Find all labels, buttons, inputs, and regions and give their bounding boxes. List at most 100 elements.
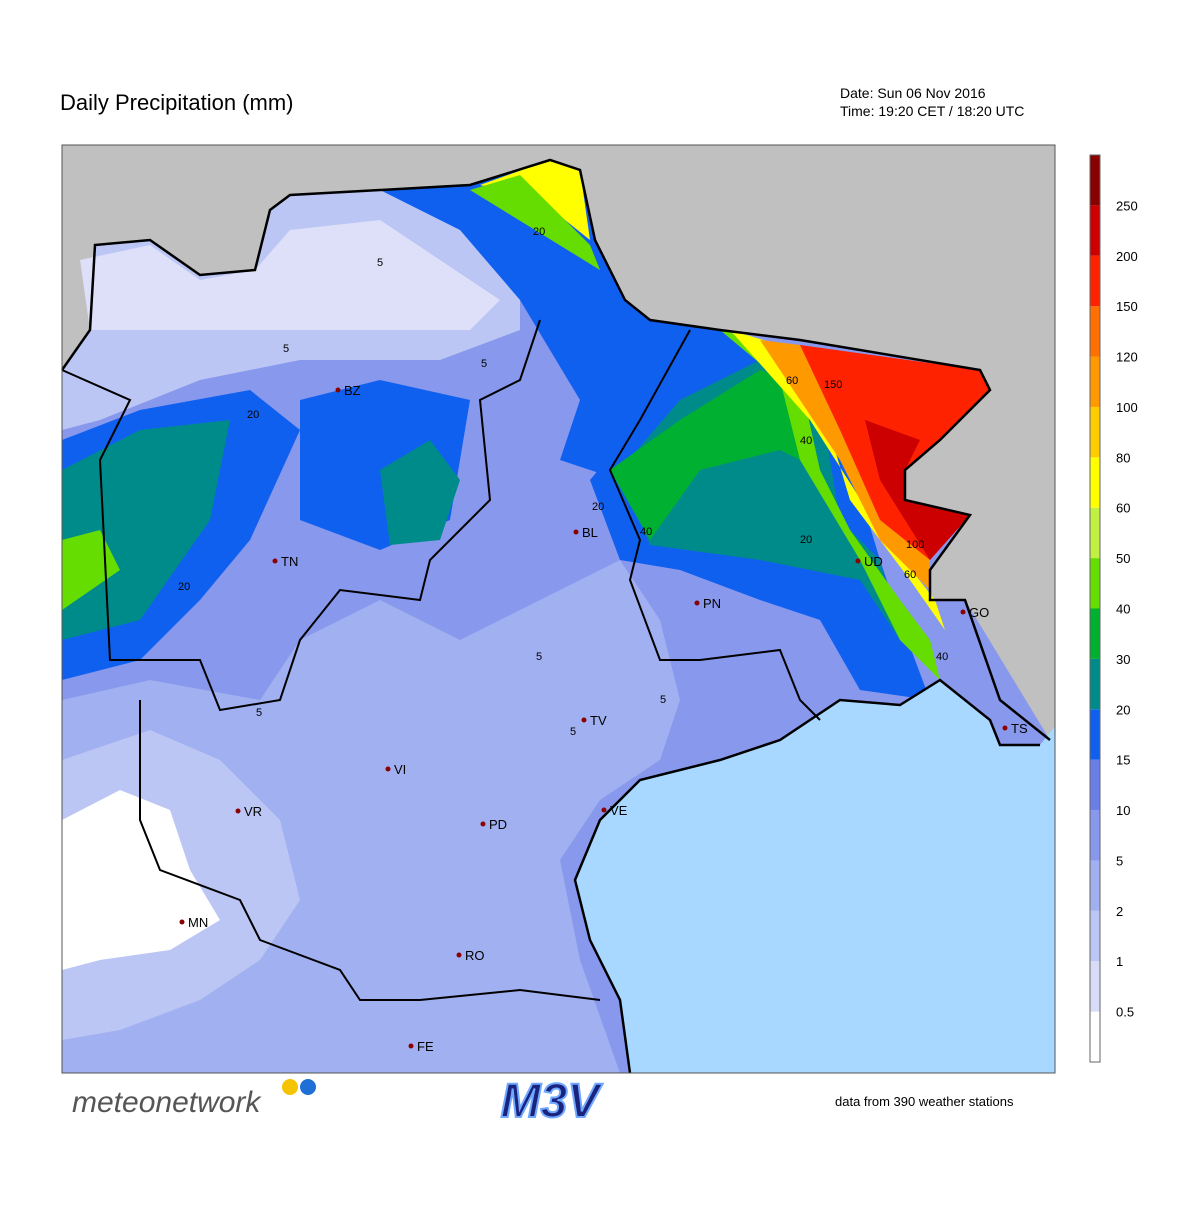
- field-blue-north: [380, 160, 720, 480]
- color-swatch: [1090, 810, 1100, 861]
- field-white: [62, 790, 220, 970]
- city-dot: [694, 600, 700, 606]
- color-swatch: [1090, 910, 1100, 962]
- city-label: BL: [582, 525, 598, 540]
- contour-label: 20: [178, 581, 190, 593]
- contour-label: 5: [570, 726, 576, 738]
- contour-label: 150: [824, 379, 842, 391]
- colorbar-label: 120: [1116, 350, 1138, 365]
- colorbar-label: 2: [1116, 904, 1123, 919]
- city-dot: [573, 529, 579, 535]
- color-swatch: [1090, 356, 1100, 407]
- city-dot: [235, 808, 241, 814]
- region-border: [61, 319, 541, 712]
- map-frame: [61, 144, 1056, 1074]
- color-swatch: [1090, 558, 1100, 609]
- colorbar-frame: [1089, 154, 1101, 1063]
- city-dot: [960, 609, 966, 615]
- city-label: MN: [188, 915, 208, 930]
- logo-dot: [282, 1079, 298, 1095]
- color-swatch: [1090, 255, 1100, 307]
- city-dot: [581, 717, 587, 723]
- field-north-white: [80, 220, 500, 330]
- colorbar-label: 100: [1116, 400, 1138, 415]
- contour-label: 5: [377, 257, 383, 269]
- logo-dot: [300, 1079, 316, 1095]
- field-north-green: [470, 175, 600, 270]
- city-label: TN: [281, 554, 298, 569]
- field-darkred: [865, 420, 970, 560]
- contour-label: 20: [800, 534, 812, 546]
- colorbar-label: 150: [1116, 299, 1138, 314]
- contour-label: 20: [592, 501, 604, 513]
- stations-note: data from 390 weather stations: [835, 1094, 1014, 1109]
- city-dot: [385, 766, 391, 772]
- city-label: GO: [969, 605, 989, 620]
- city-dot: [408, 1043, 414, 1049]
- border: [60, 158, 1051, 741]
- colorbar-label: 30: [1116, 652, 1130, 667]
- color-swatch: [1090, 709, 1100, 760]
- colorbar-label: 0.5: [1116, 1005, 1134, 1020]
- city-label: TV: [590, 713, 607, 728]
- colorbar-label: 5: [1116, 853, 1123, 868]
- field-orange: [760, 340, 930, 590]
- colorbar-label: 200: [1116, 249, 1138, 264]
- city-label: UD: [864, 554, 883, 569]
- contour-label: 5: [283, 343, 289, 355]
- color-swatch: [1090, 658, 1100, 710]
- time: Time: 19:20 CET / 18:20 UTC: [840, 103, 1024, 119]
- city-label: RO: [465, 948, 485, 963]
- brand-logo: meteonetwork: [72, 1086, 262, 1119]
- fields: [62, 160, 1055, 1073]
- city-label: TS: [1011, 721, 1028, 736]
- color-swatch: [1090, 507, 1100, 559]
- color-swatch: [1090, 759, 1100, 811]
- cities: BZ TN BL UD PN GO TS TV VI VR VE PD MN RO FE: [179, 383, 1028, 1054]
- colorbar-label: 10: [1116, 803, 1130, 818]
- city-dot: [1002, 725, 1008, 731]
- contour-label: 60: [904, 569, 916, 581]
- color-swatch: [1090, 608, 1100, 659]
- city-label: VR: [244, 804, 262, 819]
- city-dot: [272, 558, 278, 564]
- date: Date: Sun 06 Nov 2016: [840, 85, 986, 101]
- colorbar-label: 15: [1116, 753, 1130, 768]
- region-border: [608, 329, 821, 721]
- field-yellow: [730, 330, 945, 630]
- color-swatch: [1090, 155, 1100, 206]
- colorbar-label: 20: [1116, 702, 1130, 717]
- color-swatch: [1090, 860, 1100, 911]
- colorbar-label: 80: [1116, 450, 1130, 465]
- sea: [575, 680, 1055, 1073]
- city-dot: [335, 387, 341, 393]
- city-dot: [456, 952, 462, 958]
- color-swatch: [1090, 205, 1100, 256]
- color-swatch: [1090, 406, 1100, 458]
- colorbar-label: 1: [1116, 954, 1123, 969]
- map: [60, 144, 1056, 1074]
- title: Daily Precipitation (mm): [60, 90, 294, 115]
- colorbar-label: 60: [1116, 501, 1130, 516]
- contour-label: 40: [640, 526, 652, 538]
- contour-label: 100: [906, 539, 924, 551]
- contour-label: 5: [481, 358, 487, 370]
- city-label: VI: [394, 762, 406, 777]
- field-teal-center: [380, 440, 460, 545]
- colorbar-label: 250: [1116, 198, 1138, 213]
- contour-label: 60: [786, 375, 798, 387]
- city-label: FE: [417, 1039, 434, 1054]
- contour-label: 20: [533, 226, 545, 238]
- contour-labels: 5 5 20 5 20 20 40 60 150 40 100 60 20 40 5 5 5 5 20: [178, 226, 948, 738]
- contour-label: 5: [256, 707, 262, 719]
- city-dot: [601, 807, 607, 813]
- color-swatch: [1090, 457, 1100, 508]
- city-label: PD: [489, 817, 507, 832]
- city-dot: [480, 821, 486, 827]
- city-label: VE: [610, 803, 628, 818]
- contour-label: 20: [247, 409, 259, 421]
- field-green-east: [610, 370, 800, 540]
- field-teal-west: [62, 420, 230, 640]
- colorbar-label: 50: [1116, 551, 1130, 566]
